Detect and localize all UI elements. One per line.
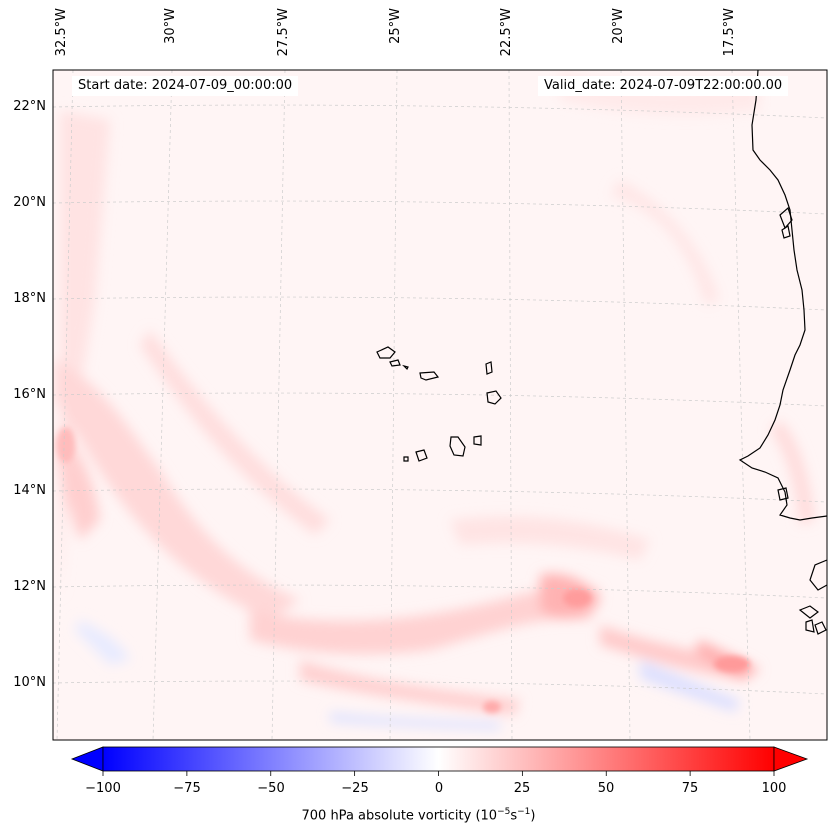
map-frame — [52, 69, 828, 741]
colorbar-tick-label: −50 — [257, 781, 285, 796]
island-santa-luzia — [402, 364, 409, 371]
colorbar-tick-label: −100 — [85, 781, 121, 796]
island-santo-antao — [376, 346, 396, 359]
colorbar-label-prefix: 700 hPa absolute vorticity (10 — [301, 808, 498, 824]
colorbar-extend-max — [773, 746, 809, 772]
lon-label: 20°W — [611, 8, 626, 44]
valid-date-label: Valid_date: 2024-07-09T22:00:00.00 — [538, 76, 789, 96]
colorbar-gradient — [102, 746, 775, 772]
colorbar-tick-label: 100 — [761, 781, 787, 796]
lat-label: 22°N — [13, 99, 46, 114]
lat-label: 12°N — [13, 579, 46, 594]
colorbar-tick-label: 0 — [434, 781, 444, 796]
colorbar-extend-min — [70, 746, 104, 772]
lon-label: 17.5°W — [722, 8, 737, 57]
cape-verde-islands — [376, 346, 502, 462]
colorbar-label: 700 hPa absolute vorticity (10−5s−1) — [0, 807, 837, 823]
colorbar-label-mid: s — [510, 808, 518, 824]
colorbar-label-suffix: ) — [530, 808, 536, 824]
lat-label: 16°N — [13, 387, 46, 402]
lon-label: 32.5°W — [54, 8, 69, 57]
lon-label: 27.5°W — [276, 8, 291, 57]
colorbar-tick-label: −25 — [341, 781, 369, 796]
island-sao-nicolau — [419, 371, 440, 381]
lat-label: 18°N — [13, 291, 46, 306]
lat-label: 10°N — [13, 675, 46, 690]
lat-label: 20°N — [13, 195, 46, 210]
island-fogo — [415, 449, 428, 462]
lon-label: 25°W — [388, 8, 403, 44]
island-maio — [473, 435, 482, 446]
vorticity-field — [53, 70, 827, 740]
lon-label: 30°W — [163, 8, 178, 44]
colorbar-label-exp2: −1 — [517, 807, 531, 817]
colorbar-tick-label: 25 — [513, 781, 531, 796]
graticule — [53, 70, 827, 740]
lat-label: 14°N — [13, 483, 46, 498]
island-sal — [485, 361, 493, 375]
island-santiago — [449, 436, 466, 457]
colorbar-tick-label: 75 — [681, 781, 699, 796]
start-date-label: Start date: 2024-07-09_00:00:00 — [72, 76, 299, 96]
colorbar-tick-label: 50 — [597, 781, 615, 796]
lon-label: 22.5°W — [499, 8, 514, 57]
colorbar-label-exp1: −5 — [497, 807, 511, 817]
coastline — [738, 69, 828, 635]
island-sao-vicente — [389, 359, 401, 367]
island-boa-vista — [486, 390, 502, 405]
colorbar — [70, 746, 809, 776]
colorbar-tick-label: −75 — [173, 781, 201, 796]
island-brava — [403, 456, 409, 462]
